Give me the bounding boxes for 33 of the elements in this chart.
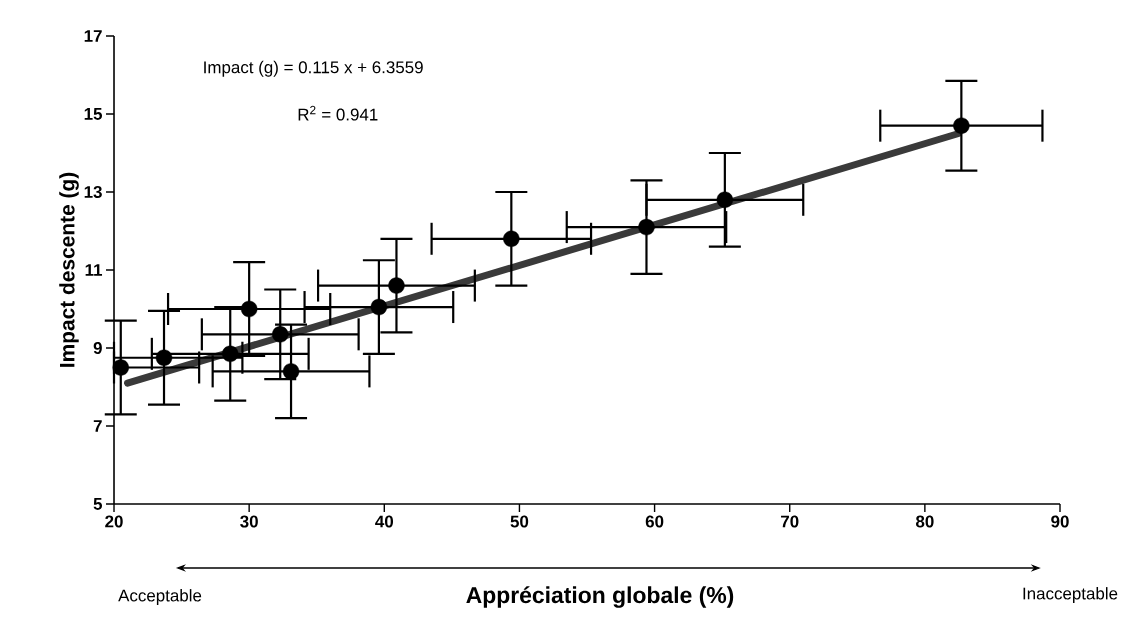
x-tick-label: 20 (105, 515, 123, 528)
point (716, 191, 734, 208)
x-tick-label: 70 (781, 515, 799, 528)
point (272, 326, 289, 343)
point (282, 363, 300, 380)
point (388, 277, 405, 294)
y-axis-title: Impact descente (g) (59, 172, 79, 367)
y-tick-label: 11 (85, 264, 103, 276)
annotation: R$^{2}$ = 0.941 (298, 105, 378, 121)
x-tick-label: 90 (1051, 515, 1069, 528)
point (953, 117, 970, 134)
y-tick-label: 13 (84, 185, 102, 198)
y-tick-label: 15 (84, 108, 103, 120)
point (638, 218, 655, 236)
x-axis-title: Appréciation globale (%) (466, 586, 734, 608)
x-tick-label: 30 (240, 515, 258, 528)
x-tick-label: 50 (510, 515, 529, 528)
point (155, 349, 173, 366)
x-tick-label: 80 (915, 515, 934, 528)
text: Inacceptable (1023, 587, 1118, 603)
annotation: Impact (g) = 0.115 x + 6.3559 (204, 60, 423, 77)
y-tick-label: 5 (93, 498, 103, 510)
y-tick-label: 17 (84, 30, 102, 42)
point (222, 345, 239, 363)
y-tick-label: 7 (93, 420, 102, 432)
point (240, 300, 258, 318)
y-tick-label: 9 (93, 341, 102, 354)
point (370, 298, 388, 316)
text: Acceptable (118, 589, 202, 605)
point (503, 230, 520, 247)
x-tick-label: 40 (375, 515, 394, 528)
point (112, 359, 129, 376)
x-tick-label: 60 (645, 515, 664, 528)
